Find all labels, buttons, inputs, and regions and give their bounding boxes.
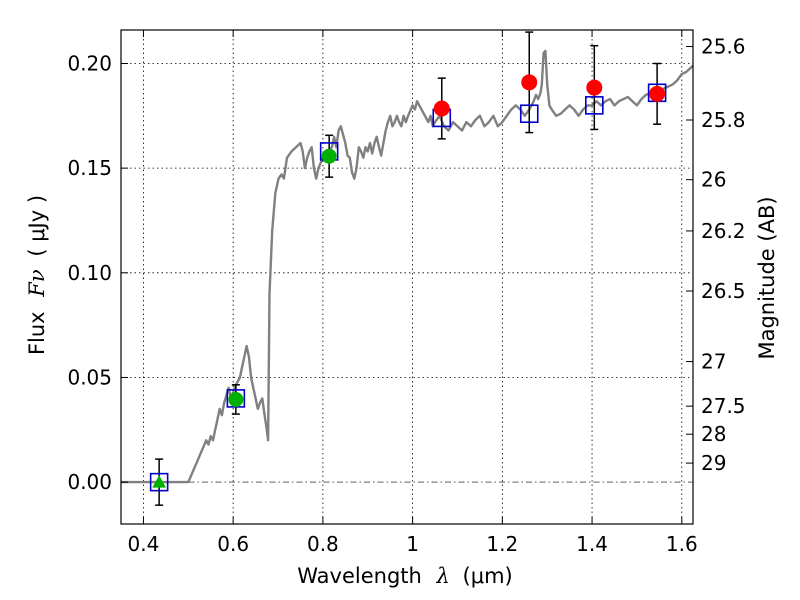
y-tick-label-0: 0.00 <box>67 470 112 494</box>
x-tick-label-1: 0.6 <box>217 532 249 556</box>
upper-limit-triangle-0 <box>152 475 166 488</box>
plot-frame <box>120 29 694 525</box>
x-tick-label-6: 1.6 <box>666 532 698 556</box>
mag-tick-label-7: 28 <box>701 422 726 446</box>
x-tick-label-2: 0.8 <box>307 532 339 556</box>
nir-detection-point-0 <box>433 100 450 117</box>
x-tick-label-3: 1 <box>406 532 419 556</box>
nir-detection-point-1 <box>521 74 538 91</box>
x-axis-label-symbol: λ <box>436 564 450 588</box>
x-axis-label-unit: (μm) <box>463 564 513 588</box>
model-sed-line <box>121 49 694 484</box>
nir-detection-point-3 <box>649 85 666 102</box>
y-axis-label-unit: ( μJy ) <box>25 195 49 257</box>
optical-detection-point-0 <box>228 391 244 407</box>
y-tick-label-4: 0.20 <box>67 51 112 75</box>
y-tick-label-3: 0.15 <box>67 156 112 180</box>
x-tick-label-5: 1.4 <box>576 532 608 556</box>
mag-tick-label-8: 29 <box>701 451 726 475</box>
mag-tick-label-0: 25.6 <box>701 35 746 59</box>
model-photometry-square-4 <box>519 104 539 124</box>
nir-detection-point-2 <box>586 79 603 96</box>
mag-tick-label-2: 26 <box>701 168 726 192</box>
axis-ticks: 0.4 0.6 0.8 1 1.2 1.4 1.6 0.00 0.05 0.10 0.15 0.20 2… <box>67 30 746 556</box>
mag-tick-label-5: 27 <box>701 350 726 374</box>
y-axis-label: Flux Fν ( μJy ) <box>25 195 49 355</box>
mag-tick-label-3: 26.2 <box>701 219 746 243</box>
y-axis-label-prefix: Flux <box>25 311 49 355</box>
y-axis-label-symbol: Fν <box>25 269 49 298</box>
x-axis-label-prefix: Wavelength <box>297 564 422 588</box>
mag-tick-label-1: 25.8 <box>701 108 746 132</box>
optical-detection-point-1 <box>321 148 337 164</box>
mag-tick-label-6: 27.5 <box>701 394 746 418</box>
magnitude-axis-label: Magnitude (AB) <box>755 196 779 359</box>
y-tick-label-1: 0.05 <box>67 365 112 389</box>
model-photometry-square-0 <box>149 472 169 492</box>
model-photometry-square-5 <box>585 96 604 115</box>
x-tick-label-4: 1.2 <box>486 532 518 556</box>
model-sed-curve <box>121 49 694 484</box>
y-tick-label-2: 0.10 <box>67 261 112 285</box>
mag-tick-label-4: 26.5 <box>701 279 746 303</box>
data-marks <box>149 31 667 506</box>
grid-lines <box>121 30 693 524</box>
x-axis-label: Wavelength λ (μm) <box>297 564 512 588</box>
x-tick-label-0: 0.4 <box>128 532 160 556</box>
